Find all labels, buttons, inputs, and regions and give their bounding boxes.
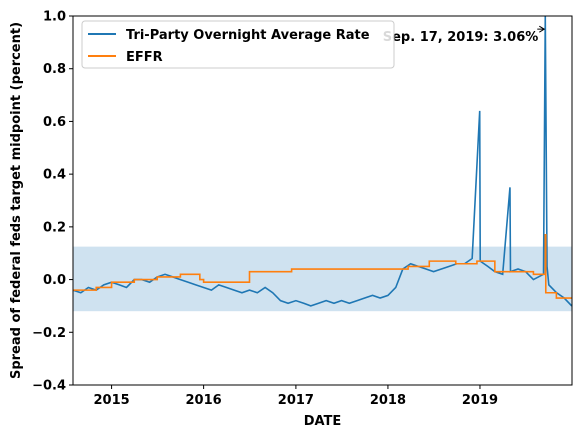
series-line-tri-party	[73, 16, 572, 307]
x-tick-label: 2016	[186, 393, 222, 408]
y-tick-label: 0.0	[43, 273, 66, 288]
series-lines	[73, 16, 572, 307]
peak-annotation: Sep. 17, 2019: 3.06%	[383, 30, 539, 45]
y-tick-label: −0.4	[32, 379, 66, 394]
y-tick-label: 1.0	[43, 10, 66, 25]
y-axis-label: Spread of federal feds target midpoint (…	[9, 22, 24, 379]
legend-label: EFFR	[126, 50, 163, 65]
x-tick-label: 2017	[278, 393, 314, 408]
y-tick-label: −0.2	[32, 326, 66, 341]
y-tick-label: 0.8	[43, 62, 66, 77]
y-tick-label: 0.4	[43, 168, 66, 183]
annotation-arrow	[537, 25, 546, 33]
series-line-effr	[73, 233, 572, 299]
y-tick-label: 0.2	[43, 220, 66, 235]
y-tick-label: 0.6	[43, 115, 66, 130]
legend-box	[81, 20, 395, 69]
x-tick-label: 2018	[370, 393, 406, 408]
axis-ticks: −0.4 −0.2 0.0 0.2 0.4 0.6 0.8 1.0 2015 2016 2017 20…	[32, 10, 498, 409]
plot-frame	[72, 15, 573, 386]
x-tick-label: 2015	[93, 393, 129, 408]
x-tick-label: 2019	[462, 393, 498, 408]
x-axis-label: DATE	[304, 414, 342, 429]
legend: Tri-Party Overnight Average Rate EFFR	[81, 20, 395, 69]
legend-label: Tri-Party Overnight Average Rate	[126, 28, 370, 43]
